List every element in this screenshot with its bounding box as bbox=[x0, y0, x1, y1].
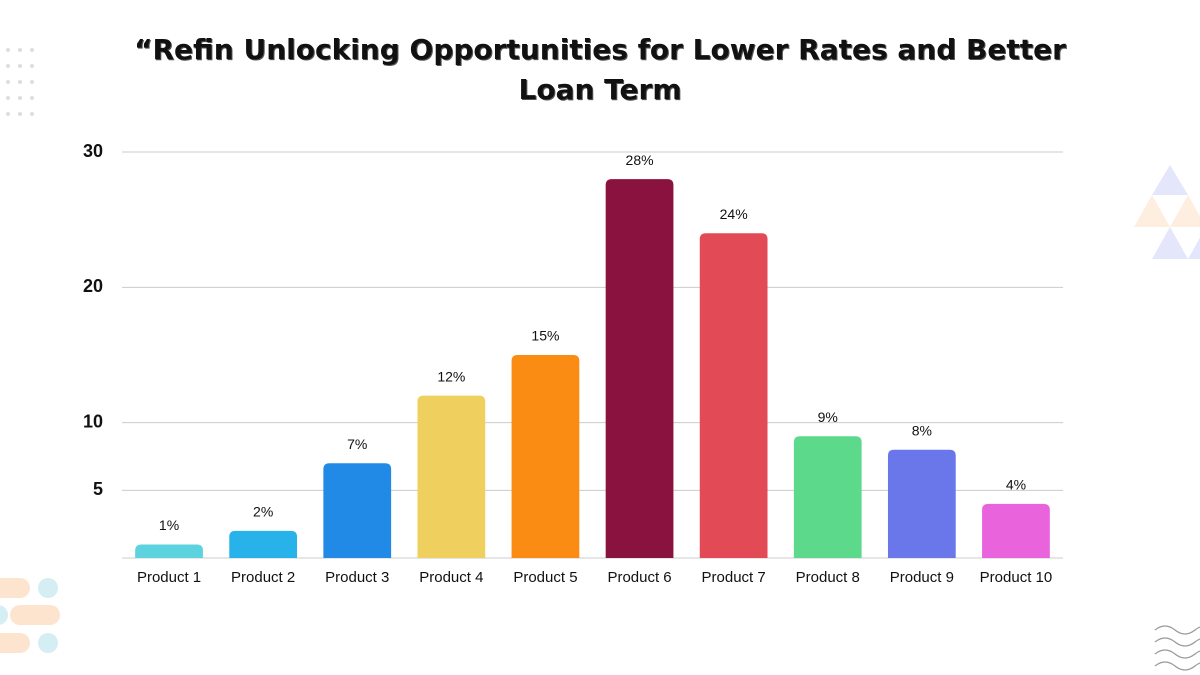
x-tick-label: Product 10 bbox=[980, 569, 1053, 586]
x-tick-label: Product 2 bbox=[231, 569, 295, 586]
bar bbox=[605, 179, 674, 559]
value-label: 4% bbox=[1006, 477, 1026, 493]
bar bbox=[229, 530, 298, 558]
y-tick-label: 20 bbox=[83, 276, 103, 296]
y-tick-label: 10 bbox=[83, 411, 103, 431]
x-tick-label: Product 6 bbox=[607, 569, 671, 586]
value-label: 7% bbox=[347, 436, 367, 452]
bar bbox=[135, 544, 203, 558]
decoration bbox=[6, 48, 34, 116]
x-tick-label: Product 3 bbox=[325, 569, 389, 586]
bar bbox=[887, 449, 956, 558]
y-tick-label: 5 bbox=[93, 479, 103, 499]
decoration bbox=[0, 578, 60, 653]
bar bbox=[982, 503, 1050, 558]
decoration bbox=[1154, 625, 1200, 671]
x-tick-label: Product 4 bbox=[419, 569, 483, 586]
bar bbox=[511, 355, 580, 558]
value-label: 15% bbox=[531, 328, 559, 344]
x-tick-label: Product 8 bbox=[796, 569, 860, 586]
chart-title: “Refin Unlocking Opportunities for Lower… bbox=[134, 33, 1066, 106]
value-label: 9% bbox=[818, 409, 838, 425]
value-label: 12% bbox=[437, 368, 465, 384]
bar bbox=[793, 436, 862, 558]
x-tick-label: Product 9 bbox=[890, 569, 954, 586]
value-label: 8% bbox=[912, 422, 932, 438]
y-tick-label: 30 bbox=[83, 141, 103, 161]
value-label: 24% bbox=[720, 206, 748, 222]
x-tick-label: Product 5 bbox=[513, 569, 577, 586]
value-label: 2% bbox=[253, 504, 273, 520]
bar bbox=[699, 233, 768, 558]
value-label: 28% bbox=[626, 152, 654, 168]
bar bbox=[323, 463, 392, 558]
decoration bbox=[1134, 165, 1200, 259]
x-tick-label: Product 7 bbox=[702, 569, 766, 586]
x-tick-label: Product 1 bbox=[137, 569, 201, 586]
value-label: 1% bbox=[159, 517, 179, 533]
bar bbox=[417, 395, 486, 558]
